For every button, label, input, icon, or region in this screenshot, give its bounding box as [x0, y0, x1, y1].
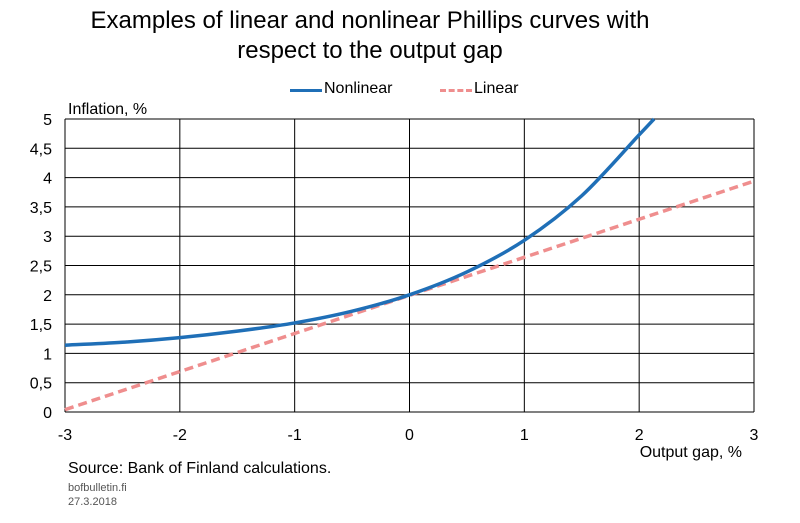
y-tick-labels: 0 0,5 1 1,5 2 2,5 3 3,5 4 4,5 5 [30, 112, 52, 422]
y-tick-label: 3,5 [30, 200, 52, 217]
y-tick-label: 2,5 [30, 259, 52, 276]
site-name: bofbulletin.fi [68, 482, 127, 494]
y-tick-label: 1,5 [30, 317, 52, 334]
x-tick-label: -3 [58, 427, 72, 444]
chart-title-line-2: respect to the output gap [237, 37, 503, 64]
publication-date: 27.3.2018 [68, 496, 117, 508]
grid [64, 118, 755, 413]
y-tick-label: 4,5 [30, 141, 52, 158]
x-tick-label: -1 [288, 427, 302, 444]
y-tick-label: 5 [43, 112, 52, 129]
series-layer [64, 117, 755, 412]
series-line-linear [64, 179, 755, 412]
series-line-nonlinear [64, 117, 656, 347]
y-axis-label: Inflation, % [68, 101, 147, 118]
legend-label-linear: Linear [474, 80, 519, 97]
chart-title: Examples of linear and nonlinear Phillip… [0, 6, 740, 66]
x-tick-label: -2 [173, 427, 187, 444]
source-note: Source: Bank of Finland calculations. [68, 460, 332, 477]
y-tick-label: 1 [43, 346, 52, 363]
x-tick-label: 0 [405, 427, 414, 444]
y-tick-label: 4 [43, 171, 52, 188]
x-axis-label: Output gap, % [640, 444, 742, 461]
legend-swatch-linear [440, 89, 472, 92]
y-tick-label: 3 [43, 229, 52, 246]
y-tick-label: 0,5 [30, 376, 52, 393]
legend-label-nonlinear: Nonlinear [324, 80, 393, 97]
x-tick-label: 1 [520, 427, 529, 444]
y-tick-label: 2 [43, 288, 52, 305]
y-tick-label: 0 [43, 405, 52, 422]
x-tick-label: 2 [635, 427, 644, 444]
x-tick-label: 3 [750, 427, 759, 444]
legend-swatch-nonlinear [290, 89, 322, 92]
x-tick-labels: -3 -2 -1 0 1 2 3 [58, 427, 759, 444]
chart-title-line-1: Examples of linear and nonlinear Phillip… [90, 7, 650, 34]
